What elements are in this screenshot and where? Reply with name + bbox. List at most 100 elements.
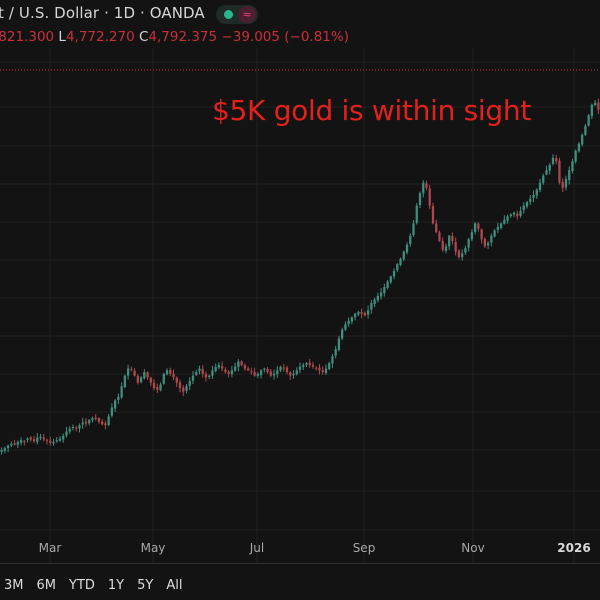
candle — [499, 222, 503, 230]
candle — [23, 440, 26, 446]
x-tick-label: May — [140, 541, 166, 555]
candle — [308, 358, 311, 368]
candle — [516, 210, 519, 220]
candle — [149, 376, 152, 387]
candle — [84, 418, 88, 427]
candle — [221, 361, 224, 372]
candle — [224, 367, 227, 374]
candle — [234, 362, 237, 372]
candle — [490, 233, 493, 247]
candle — [6, 444, 10, 453]
candle — [246, 366, 250, 372]
candle — [363, 311, 366, 317]
candle — [324, 364, 328, 376]
range-button-3m[interactable]: 3M — [4, 578, 24, 593]
candle — [571, 158, 574, 174]
candle — [97, 417, 101, 424]
candle — [42, 433, 45, 442]
candle — [396, 263, 399, 273]
candle — [350, 316, 354, 325]
candle — [548, 162, 551, 175]
candle — [136, 374, 139, 385]
candle — [587, 113, 590, 127]
candle — [130, 366, 133, 372]
low-label: L — [58, 29, 66, 45]
candle — [357, 310, 360, 317]
candle — [506, 214, 509, 224]
candle — [3, 446, 6, 454]
candle — [279, 365, 282, 373]
range-button-ytd[interactable]: YTD — [69, 578, 95, 593]
candle — [201, 365, 204, 378]
candle — [101, 419, 104, 426]
candle — [91, 416, 94, 423]
range-button-all[interactable]: All — [166, 578, 183, 593]
candle — [486, 241, 490, 249]
candle — [512, 211, 516, 218]
candle — [451, 232, 454, 245]
candle — [538, 178, 542, 193]
candle — [542, 173, 545, 185]
candle — [298, 362, 302, 373]
candle — [78, 423, 81, 433]
candle — [360, 308, 363, 319]
candle — [117, 393, 120, 405]
candle — [412, 220, 415, 237]
candle — [13, 439, 16, 446]
range-button-6m[interactable]: 6M — [36, 578, 57, 593]
candle — [467, 237, 470, 252]
candle — [263, 367, 266, 373]
candle — [522, 202, 525, 214]
candle — [535, 188, 538, 199]
candle — [470, 229, 474, 242]
chart-header: t / U.S. Dollar · 1D · OANDA ≈ ,821.300 … — [0, 0, 600, 48]
candle — [529, 194, 532, 206]
close-label: C — [138, 29, 149, 45]
price-chart[interactable] — [0, 48, 600, 563]
low-value: 4,772.270 — [65, 29, 135, 45]
candle — [276, 365, 279, 378]
candle — [315, 366, 318, 371]
candle — [581, 133, 584, 147]
candle — [240, 360, 243, 367]
candle — [230, 366, 234, 378]
change-value: −39.005 (−0.81%) — [221, 29, 349, 45]
candle — [383, 283, 386, 297]
candle — [448, 234, 451, 251]
candle — [577, 141, 581, 153]
candle — [143, 368, 146, 380]
candle — [409, 233, 412, 247]
candle — [195, 369, 198, 376]
candle — [49, 436, 52, 446]
candle — [545, 165, 548, 176]
candle — [311, 361, 315, 369]
candle — [172, 369, 175, 381]
candle — [532, 190, 535, 203]
candle — [337, 335, 341, 352]
range-button-5y[interactable]: 5Y — [137, 578, 154, 593]
candle — [555, 154, 558, 165]
candle — [16, 440, 19, 449]
candle — [590, 103, 594, 120]
candle — [126, 364, 130, 380]
candle — [214, 363, 217, 373]
candle — [509, 213, 512, 218]
candle — [94, 414, 97, 421]
candle — [266, 366, 269, 374]
candle — [52, 438, 55, 446]
candle — [191, 371, 195, 385]
candle — [253, 367, 256, 377]
symbol-title[interactable]: t / U.S. Dollar · 1D · OANDA — [0, 4, 205, 22]
candle — [376, 292, 379, 303]
candle — [428, 184, 431, 210]
candle — [282, 364, 285, 372]
range-button-1y[interactable]: 1Y — [107, 578, 125, 593]
candle — [525, 200, 529, 209]
candle — [36, 433, 39, 445]
candle — [438, 230, 441, 242]
candle — [435, 219, 438, 234]
candle — [305, 362, 308, 368]
candle — [444, 243, 448, 254]
candle — [152, 379, 156, 391]
status-pill[interactable]: ≈ — [216, 5, 258, 24]
